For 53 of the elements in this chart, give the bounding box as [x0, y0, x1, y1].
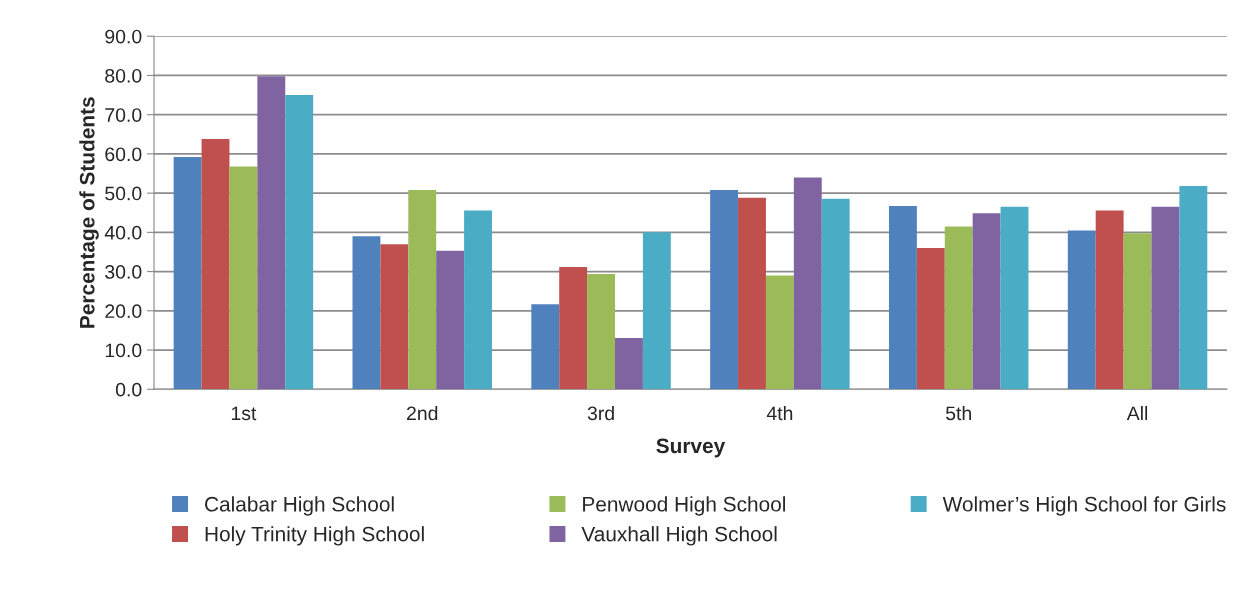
x-tick-label: 4th	[766, 405, 793, 421]
bar	[559, 266, 588, 390]
y-tick-label: 40.0	[104, 225, 142, 240]
bar	[408, 190, 437, 390]
bar	[738, 197, 766, 390]
y-tick-label: 60.0	[105, 147, 142, 162]
y-tick-label: 80.0	[105, 68, 142, 83]
legend-label: Holy Trinity High School	[205, 526, 424, 546]
y-tick-label: 20.0	[105, 304, 142, 319]
x-tick-label: 3rd	[587, 405, 614, 421]
bar	[793, 177, 822, 390]
x-axis-title: Survey	[656, 438, 726, 458]
y-tick-label: 70.0	[105, 108, 142, 122]
bar	[1067, 230, 1096, 390]
bar	[173, 157, 202, 390]
y-axis-title: Percentage of Students	[79, 97, 99, 328]
bar	[916, 248, 945, 390]
x-tick-label: 5th	[945, 405, 971, 421]
bar	[257, 76, 286, 390]
bar	[972, 213, 1001, 390]
bar	[229, 166, 258, 390]
bar	[531, 304, 560, 390]
bar	[201, 139, 230, 390]
bar	[1179, 186, 1208, 390]
bar	[352, 236, 381, 390]
bar	[821, 198, 850, 390]
y-tick-label: 30.0	[105, 265, 142, 279]
bar	[642, 232, 671, 390]
x-tick-label: 2nd	[407, 405, 438, 421]
y-tick-label: 50.0	[105, 186, 142, 201]
legend-label: Penwood High School	[583, 496, 785, 516]
bar	[380, 244, 409, 390]
x-tick-label: All	[1126, 405, 1148, 421]
bar	[1151, 206, 1180, 390]
bar	[765, 275, 794, 390]
bar	[1095, 210, 1124, 390]
legend-label: Calabar High School	[205, 496, 394, 516]
legend-label: Wolmer’s High School for Girls	[942, 496, 1226, 516]
bar	[587, 273, 616, 390]
bar	[436, 250, 465, 390]
y-tick-label: 10.0	[105, 343, 142, 358]
bar	[944, 226, 973, 390]
bar	[710, 190, 739, 390]
x-tick-label: 1st	[231, 406, 257, 421]
y-tick-label: 90.0	[105, 29, 142, 44]
bar	[464, 210, 492, 390]
legend-label: Vauxhall High School	[581, 526, 777, 546]
bar	[1123, 233, 1152, 390]
bar	[285, 95, 314, 390]
bar	[888, 206, 917, 390]
bar	[615, 337, 643, 390]
y-tick-label: 0.0	[115, 382, 142, 397]
bar	[1000, 206, 1029, 390]
